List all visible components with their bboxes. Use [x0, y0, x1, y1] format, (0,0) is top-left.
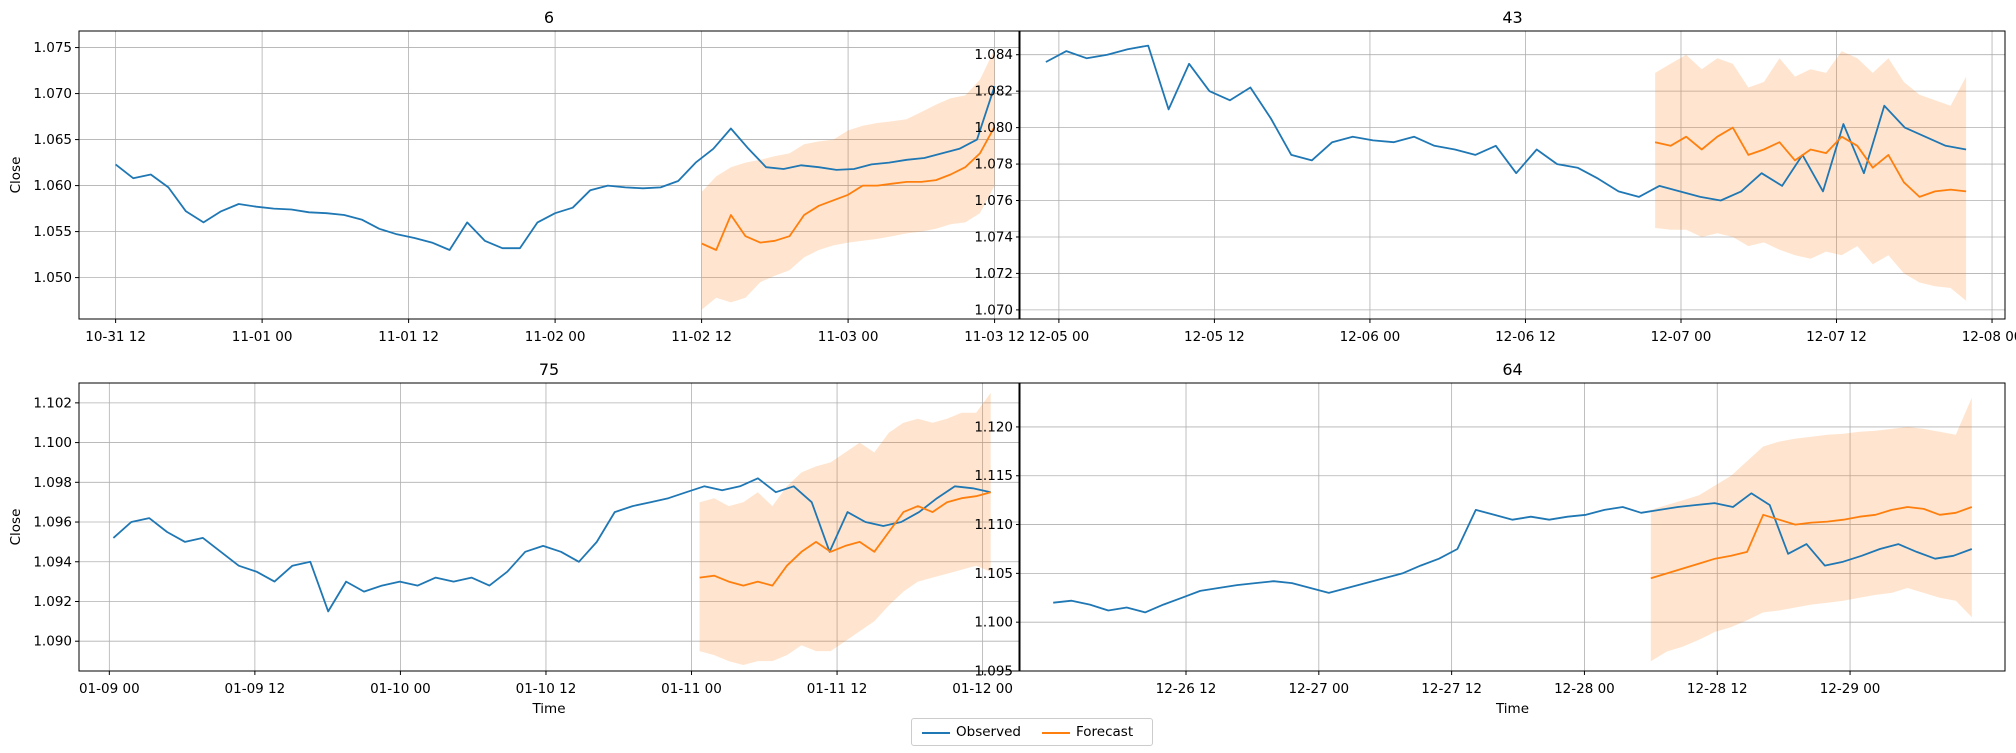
x-tick-label: 01-09 00 — [79, 681, 140, 697]
chart-title: 6 — [544, 8, 554, 27]
y-tick-label: 1.115 — [974, 468, 1013, 484]
x-tick-label: 12-06 00 — [1340, 329, 1401, 345]
x-tick-label: 12-06 12 — [1495, 329, 1556, 345]
x-tick-label: 12-28 00 — [1554, 681, 1615, 697]
forecast-line — [1654, 126, 1967, 198]
legend-swatch-observed — [922, 732, 950, 734]
x-tick-label: 12-29 00 — [1820, 681, 1881, 697]
observed-line — [1053, 492, 1973, 614]
x-tick-label: 01-11 00 — [661, 681, 722, 697]
y-tick-label: 1.094 — [33, 554, 72, 570]
y-tick-label: 1.100 — [974, 615, 1013, 631]
forecast-line — [699, 491, 991, 587]
y-tick-label: 1.102 — [33, 395, 72, 411]
observed-line — [112, 477, 991, 613]
x-tick-label: 12-27 00 — [1288, 681, 1349, 697]
y-axis-label: Close — [8, 157, 24, 194]
x-tick-label: 01-09 12 — [225, 681, 286, 697]
chart-title: 43 — [1502, 8, 1522, 27]
chart-panel-3: 1.095 1.100 1.105 1.110 1.115 1.120 12-26 12 12… — [974, 360, 2006, 717]
y-tick-label: 1.080 — [974, 120, 1013, 136]
plot-area — [112, 392, 991, 665]
plot-area — [1053, 397, 1973, 662]
y-tick-label: 1.072 — [974, 266, 1013, 282]
forecast-line — [701, 126, 996, 251]
y-tick-label: 1.120 — [974, 419, 1013, 435]
plot-area — [115, 49, 996, 310]
observed-line — [115, 85, 996, 251]
x-tick-label: 12-07 12 — [1806, 329, 1867, 345]
plot-area — [1045, 44, 1967, 301]
legend-label-forecast: Forecast — [1076, 724, 1134, 740]
y-tick-label: 1.100 — [33, 435, 72, 451]
y-tick-label: 1.078 — [974, 157, 1013, 173]
forecast-interval-band — [1655, 51, 1967, 301]
legend: Observed Forecast — [911, 718, 1153, 746]
forecast-line — [1650, 506, 1973, 580]
x-tick-label: 01-10 12 — [516, 681, 577, 697]
y-tick-label: 1.105 — [974, 566, 1013, 582]
x-tick-label: 12-27 12 — [1421, 681, 1482, 697]
y-axis-label: Close — [8, 509, 24, 546]
y-tick-label: 1.070 — [33, 86, 72, 102]
y-tick-label: 1.090 — [33, 634, 72, 650]
axes-frame — [78, 30, 1020, 320]
chart-panel-0: 1.050 1.055 1.060 1.065 1.070 1.075 10-31 12 11… — [8, 8, 1025, 345]
forecast-interval-band — [1650, 397, 1972, 662]
chart-title: 75 — [539, 360, 559, 379]
y-tick-label: 1.050 — [33, 270, 72, 286]
y-tick-label: 1.055 — [33, 224, 72, 240]
axes-frame — [1019, 382, 2006, 672]
y-tick-label: 1.060 — [33, 178, 72, 194]
x-axis-label: Time — [1495, 701, 1529, 717]
x-tick-label: 12-08 00 — [1962, 329, 2016, 345]
y-tick-label: 1.075 — [33, 40, 72, 56]
y-tick-label: 1.076 — [974, 193, 1013, 209]
axes-frame — [1019, 30, 2006, 320]
x-tick-label: 11-01 00 — [232, 329, 293, 345]
forecast-interval-band — [699, 392, 991, 665]
x-tick-label: 01-10 00 — [370, 681, 431, 697]
chart-panel-1: 1.070 1.072 1.074 1.076 1.078 1.080 1.082 1.084… — [974, 8, 2016, 345]
y-tick-label: 1.092 — [33, 594, 72, 610]
x-axis-label: Time — [531, 701, 565, 717]
x-tick-label: 11-03 12 — [964, 329, 1025, 345]
x-tick-label: 12-28 12 — [1687, 681, 1748, 697]
x-tick-label: 12-05 00 — [1029, 329, 1090, 345]
x-tick-label: 01-11 12 — [807, 681, 868, 697]
chart-panel-2: 1.090 1.092 1.094 1.096 1.098 1.100 1.102 01-09… — [8, 360, 1020, 717]
y-tick-label: 1.096 — [33, 515, 72, 531]
y-tick-label: 1.082 — [974, 84, 1013, 100]
x-tick-label: 11-02 00 — [525, 329, 586, 345]
y-tick-label: 1.070 — [974, 302, 1013, 318]
x-tick-label: 11-03 00 — [818, 329, 879, 345]
y-tick-label: 1.095 — [974, 664, 1013, 680]
axes-frame — [78, 382, 1020, 672]
x-tick-label: 12-26 12 — [1156, 681, 1217, 697]
legend-label-observed: Observed — [956, 724, 1021, 740]
forecast-interval-band — [701, 49, 995, 310]
y-tick-label: 1.084 — [974, 47, 1013, 63]
y-tick-label: 1.065 — [33, 132, 72, 148]
legend-swatch-forecast — [1042, 732, 1070, 734]
chart-title: 64 — [1502, 360, 1522, 379]
y-tick-label: 1.110 — [974, 517, 1013, 533]
y-tick-label: 1.098 — [33, 475, 72, 491]
y-tick-label: 1.074 — [974, 229, 1013, 245]
x-tick-label: 12-07 00 — [1651, 329, 1712, 345]
x-tick-label: 01-12 00 — [952, 681, 1013, 697]
x-tick-label: 11-01 12 — [378, 329, 439, 345]
observed-line — [1045, 44, 1967, 202]
x-tick-label: 10-31 12 — [85, 329, 146, 345]
x-tick-label: 12-05 12 — [1184, 329, 1245, 345]
x-tick-label: 11-02 12 — [671, 329, 732, 345]
